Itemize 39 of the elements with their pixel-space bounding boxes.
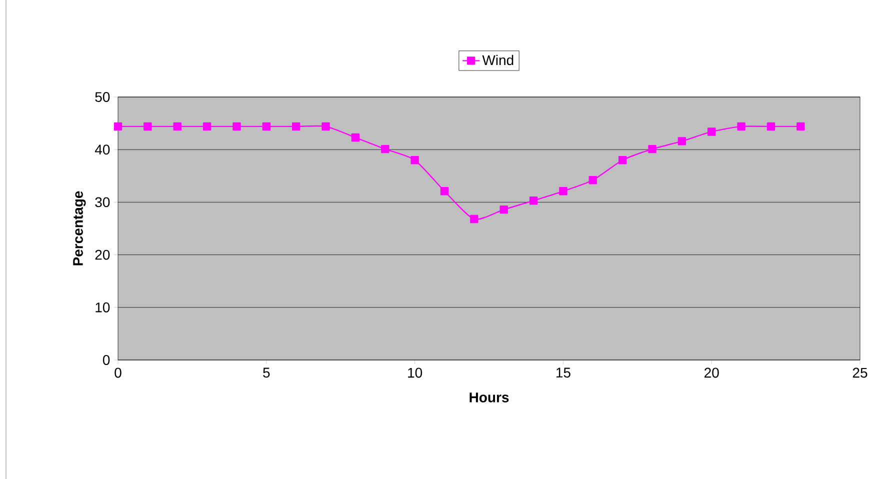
point <box>114 122 122 131</box>
y-tick-label: 30 <box>95 197 110 208</box>
point <box>708 128 716 136</box>
x-tick-label: 10 <box>408 368 422 378</box>
point <box>500 205 508 214</box>
point <box>559 187 568 196</box>
x-axis-title: Hours <box>470 392 509 402</box>
y-tick-label: 20 <box>95 250 110 260</box>
point <box>678 137 686 146</box>
point <box>232 122 241 131</box>
point <box>529 196 538 205</box>
x-tick-label: 0 <box>114 368 122 378</box>
y-tick-label: 0 <box>102 355 110 365</box>
y-tick-label: 40 <box>94 144 110 155</box>
y-axis-title: Percentage <box>73 191 86 266</box>
x-tick-label: 25 <box>852 368 868 378</box>
point <box>144 122 152 131</box>
point <box>262 122 271 131</box>
point <box>410 156 419 164</box>
point <box>648 144 656 154</box>
y-tick-label: 50 <box>95 92 110 102</box>
point <box>381 144 390 154</box>
point <box>588 176 597 184</box>
point <box>292 122 300 131</box>
point <box>322 122 330 131</box>
x-tick-label: 20 <box>704 368 719 378</box>
point <box>470 214 478 224</box>
point <box>737 122 746 131</box>
legend-label: Wind <box>482 54 514 66</box>
x-tick-label: 15 <box>556 368 570 378</box>
point <box>202 122 212 131</box>
point <box>351 133 360 142</box>
point <box>440 187 449 196</box>
point <box>766 122 776 131</box>
x-tick-label: 5 <box>263 368 270 378</box>
point <box>796 122 805 131</box>
point <box>618 156 627 164</box>
y-tick-label: 10 <box>96 302 110 312</box>
point <box>173 122 182 131</box>
